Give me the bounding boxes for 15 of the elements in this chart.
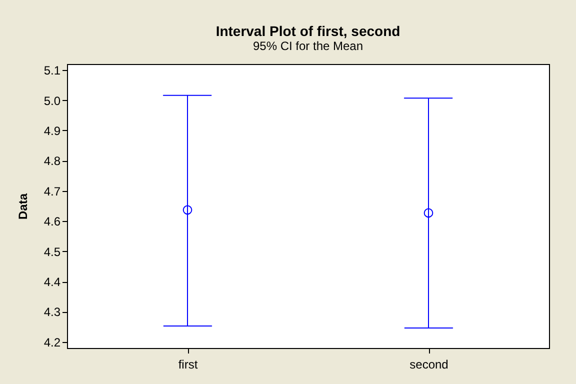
y-tick-label: 4.3 bbox=[44, 305, 61, 320]
y-tick-label: 4.7 bbox=[44, 184, 61, 198]
y-tick-label: 4.8 bbox=[44, 154, 61, 168]
y-tick-label: 4.2 bbox=[44, 335, 61, 350]
chart-subtitle: 95% CI for the Mean bbox=[252, 39, 364, 53]
y-tick-label: 5.1 bbox=[44, 64, 61, 78]
y-tick-label: 4.9 bbox=[44, 124, 61, 138]
y-tick-label: 4.5 bbox=[44, 244, 61, 259]
chart-title: Interval Plot of first, second bbox=[216, 23, 400, 39]
y-tick-label: 4.6 bbox=[44, 214, 61, 229]
x-tick-label: first bbox=[178, 358, 198, 372]
x-tick-label: second bbox=[410, 358, 448, 372]
y-tick-label: 5.0 bbox=[44, 94, 61, 108]
y-tick-label: 4.4 bbox=[44, 275, 61, 290]
y-axis-title: Data bbox=[16, 193, 30, 220]
